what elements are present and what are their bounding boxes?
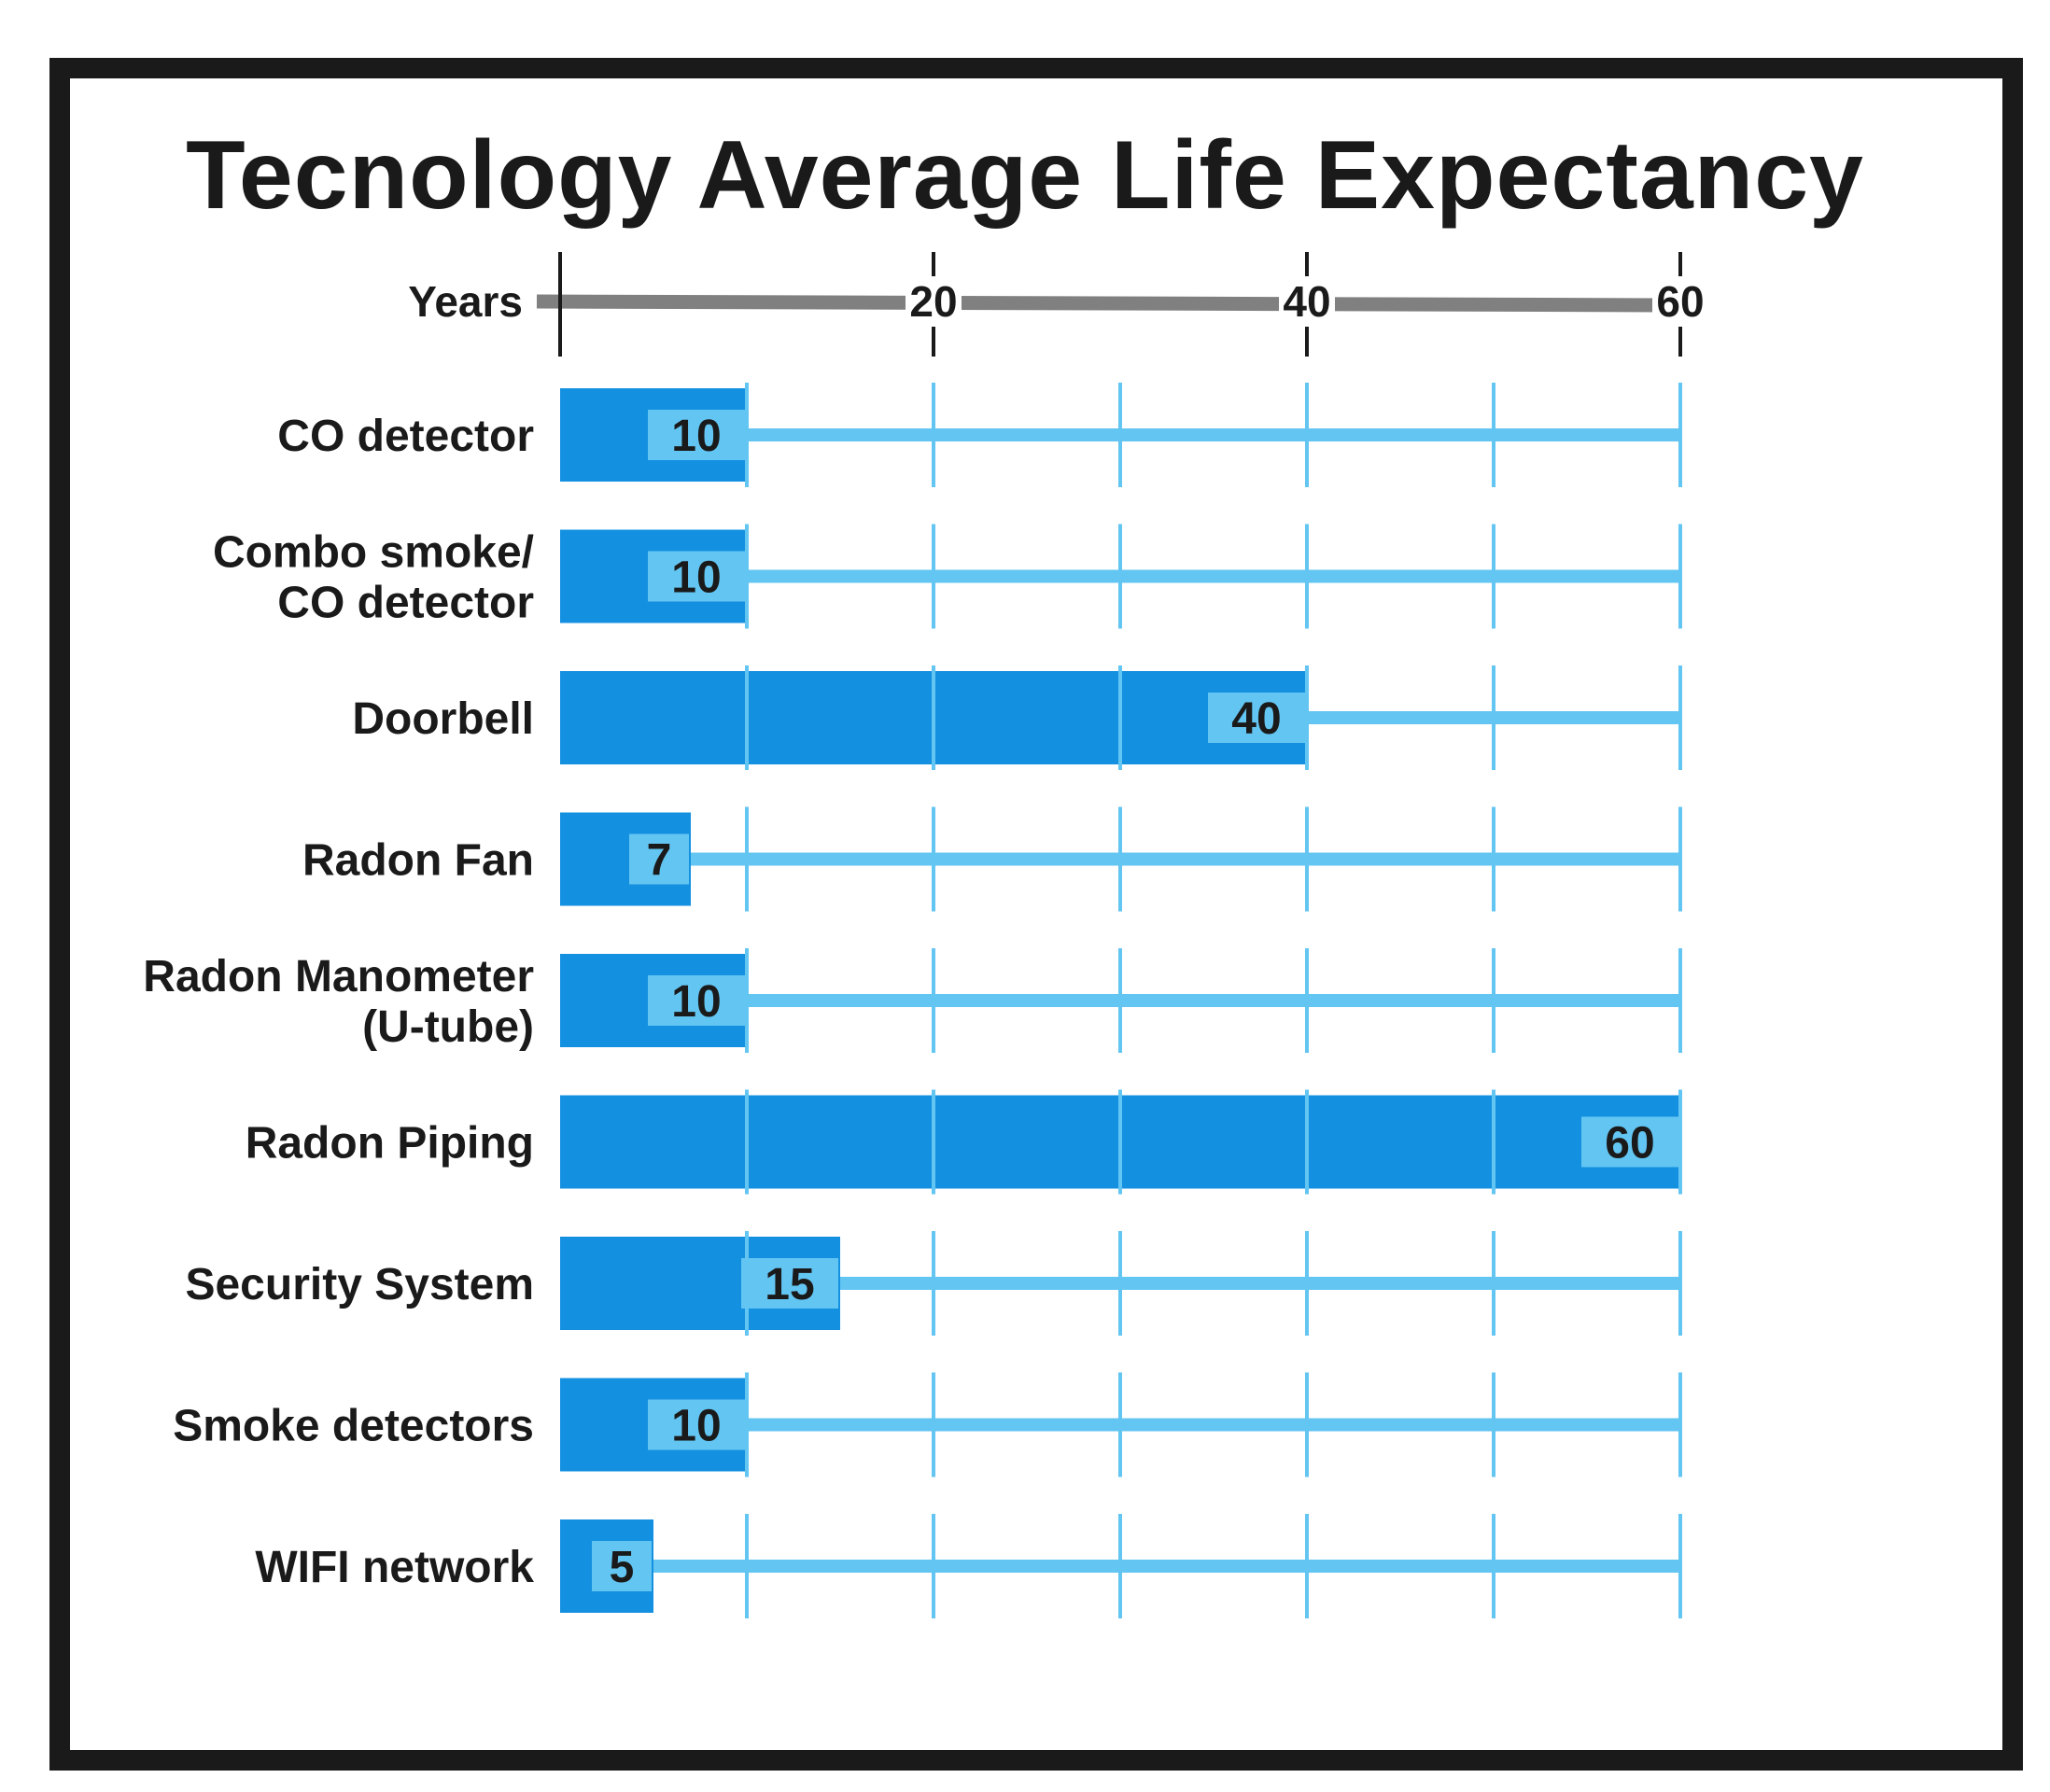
value-label-box bbox=[741, 1258, 838, 1309]
bar-row: 5 bbox=[560, 1514, 1682, 1618]
bars: 10 10 40 7 10 60 15 10 5 bbox=[560, 383, 1682, 1618]
bar-row: 10 bbox=[560, 1372, 1682, 1477]
value-label: 10 bbox=[671, 1402, 721, 1451]
x-tick-label: 40 bbox=[1283, 277, 1330, 326]
tick-label-background bbox=[906, 277, 962, 328]
value-label-box bbox=[648, 410, 745, 460]
category-label: Doorbell bbox=[352, 694, 534, 744]
category-label: WIFI network bbox=[255, 1543, 534, 1592]
category-label: CO detector bbox=[277, 579, 534, 628]
category-label: Combo smoke/ bbox=[213, 528, 534, 578]
value-label-box bbox=[648, 551, 745, 602]
bar-row: 10 bbox=[560, 524, 1682, 629]
bar-row: 7 bbox=[560, 806, 1682, 912]
tick-label-background bbox=[1279, 277, 1335, 328]
value-label-box bbox=[648, 975, 745, 1026]
category-label: Smoke detectors bbox=[173, 1402, 534, 1451]
category-label: Radon Manometer bbox=[143, 952, 534, 1001]
value-label-box bbox=[1208, 693, 1305, 743]
value-label: 5 bbox=[610, 1543, 635, 1592]
bar-row: 10 bbox=[560, 383, 1682, 487]
chart-title: Tecnology Average Life Expectancy bbox=[186, 121, 1864, 230]
value-label: 40 bbox=[1231, 694, 1281, 744]
value-label-box bbox=[648, 1399, 745, 1450]
value-label-box bbox=[592, 1541, 652, 1591]
value-label: 7 bbox=[647, 836, 672, 886]
x-axis: Years 20 40 60 bbox=[408, 252, 1708, 357]
value-label: 60 bbox=[1605, 1119, 1654, 1169]
category-label: (U-tube) bbox=[362, 1002, 534, 1052]
x-tick-label: 60 bbox=[1656, 277, 1704, 326]
category-label: Radon Piping bbox=[246, 1119, 534, 1169]
category-label: CO detector bbox=[277, 412, 534, 461]
chart-frame bbox=[49, 58, 2023, 1771]
value-label: 10 bbox=[671, 412, 721, 461]
tick-label-background bbox=[1652, 277, 1708, 328]
bar-row: 10 bbox=[560, 948, 1682, 1053]
category-label: Radon Fan bbox=[302, 836, 534, 886]
value-label-box bbox=[1581, 1116, 1678, 1168]
value-label: 15 bbox=[765, 1260, 814, 1309]
x-tick-label: 20 bbox=[909, 277, 957, 326]
bar-row: 40 bbox=[560, 665, 1682, 770]
x-axis-line bbox=[536, 294, 1672, 313]
bar-row: 60 bbox=[560, 1089, 1682, 1195]
category-label: Security System bbox=[185, 1260, 534, 1309]
x-axis-label: Years bbox=[408, 277, 523, 326]
value-label: 10 bbox=[671, 553, 721, 603]
bar-row: 15 bbox=[560, 1231, 1682, 1336]
value-label: 10 bbox=[671, 977, 721, 1027]
value-label-box bbox=[629, 833, 689, 885]
